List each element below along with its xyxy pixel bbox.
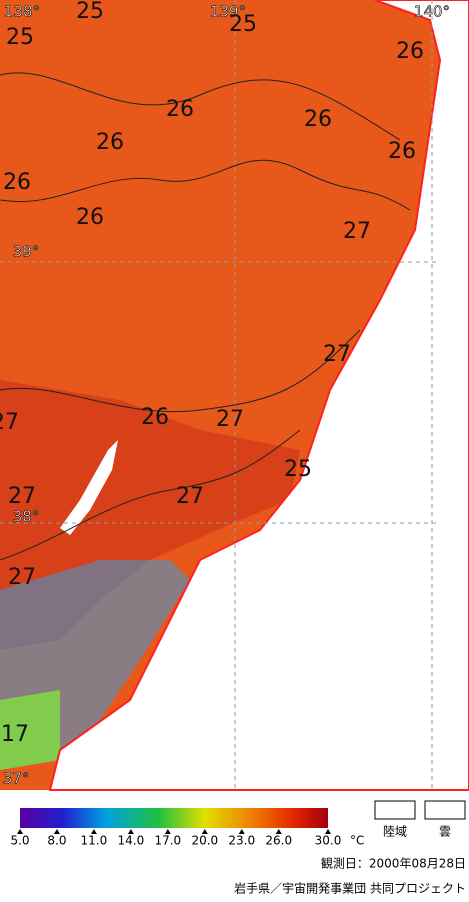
legend-label: 雲	[439, 825, 451, 839]
graticule-label: 138°	[4, 3, 40, 21]
contours	[0, 72, 411, 561]
land	[48, 0, 469, 791]
cloud-swatch	[424, 800, 466, 820]
unit: °C	[350, 834, 364, 848]
contour-label: 25	[284, 457, 312, 482]
contour-label: 27	[216, 407, 244, 432]
tick-mark	[17, 829, 23, 834]
contour-label: 25	[76, 0, 104, 24]
tick-label: 30.0	[315, 834, 342, 848]
tick-label: 14.0	[118, 834, 145, 848]
contour-label: 26	[396, 39, 424, 64]
graticule-label: 38°	[13, 508, 40, 526]
tick-label: 8.0	[47, 834, 66, 848]
contour-label: 26	[141, 405, 169, 430]
tick-mark	[325, 829, 331, 834]
graticule	[0, 0, 440, 790]
graticule-label: 39°	[13, 243, 40, 261]
tick-mark	[127, 829, 134, 834]
tick-mark	[164, 829, 171, 834]
contour-label: 25	[6, 25, 34, 50]
tick-label: 11.0	[81, 834, 108, 848]
contour-label: 26	[76, 205, 104, 230]
contour-label: 27	[176, 484, 204, 509]
graticule-label: 139°	[210, 3, 246, 21]
contour-label: 27	[0, 410, 19, 435]
graticule-label: 37°	[3, 770, 30, 788]
date: 観測日：2000年08月28日	[321, 857, 466, 871]
cool-area	[0, 690, 60, 770]
contour-label: 26	[388, 139, 416, 164]
contour-label: 26	[304, 107, 332, 132]
contour-label: 27	[343, 219, 371, 244]
contour-label: 27	[8, 484, 36, 509]
contour-label: 25	[229, 12, 257, 37]
contour-label: 26	[3, 170, 31, 195]
tick-label: 23.0	[228, 834, 255, 848]
tick-mark	[201, 829, 208, 834]
map	[0, 0, 469, 791]
tick-label: 20.0	[191, 834, 218, 848]
graticule-label: 140°	[414, 3, 450, 21]
tick-mark	[53, 829, 60, 834]
bay	[60, 440, 118, 535]
contour-label: 26	[166, 97, 194, 122]
legend-label: 陸域	[383, 825, 407, 839]
tick-mark	[275, 829, 282, 834]
land-swatch	[374, 800, 416, 820]
credit: 岩手県／宇宙開発事業団 共同プロジェクト	[234, 881, 466, 896]
tick-label: 26.0	[265, 834, 292, 848]
tick-mark	[238, 829, 245, 834]
tick-label: 5.0	[10, 834, 29, 848]
contour-label: 27	[323, 342, 351, 367]
tick-mark	[90, 829, 97, 834]
contour-label: 27	[8, 565, 36, 590]
colorbar	[20, 808, 328, 828]
contour-label: 26	[96, 130, 124, 155]
contour-label: 17	[1, 722, 29, 747]
tick-label: 17.0	[154, 834, 181, 848]
